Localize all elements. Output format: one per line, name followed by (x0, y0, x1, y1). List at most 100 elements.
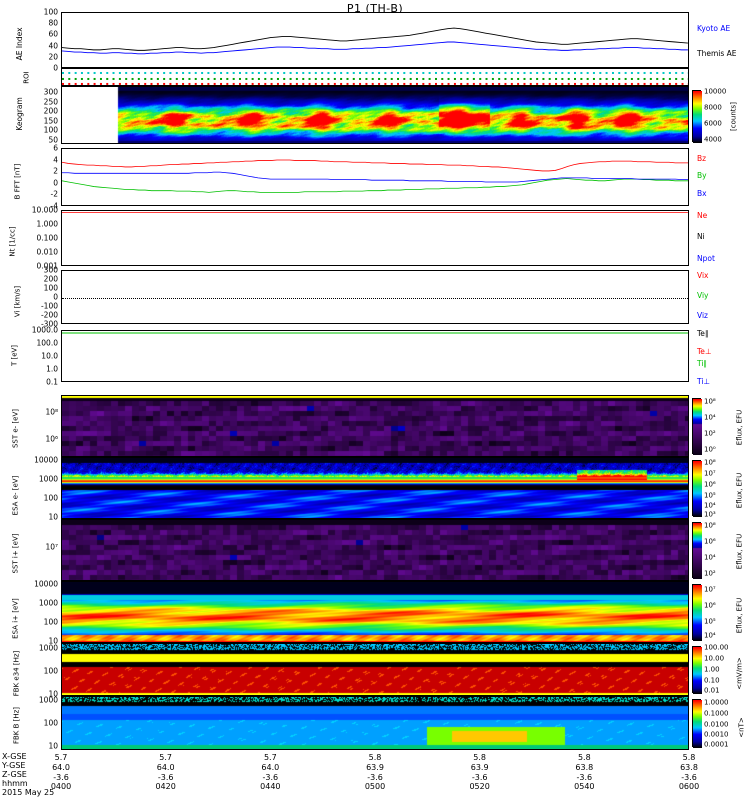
esa-i-colorbar (692, 584, 702, 641)
legend-kyoto-ae: Kyoto AE (697, 24, 731, 33)
sst-i-colorbar-unit: Eflux, EFU (735, 533, 744, 570)
nt-ticks: 10.000 1.000 0.100 0.010 0.001 (12, 206, 58, 269)
panel-esa-e[interactable] (61, 457, 689, 519)
cb-label: 10⁸ (704, 521, 716, 530)
hhmm-value: 0540 (574, 782, 595, 792)
tick: 100 (43, 7, 58, 17)
cb-label: 0.0100 (704, 720, 729, 729)
nt-plot (62, 211, 688, 213)
legend-viz: Viz (697, 311, 708, 320)
panel-t-ev[interactable] (61, 330, 689, 382)
tick: 200 (43, 106, 58, 116)
panel-vi[interactable] (61, 270, 689, 324)
x-gse-value: 5.7 (54, 753, 68, 762)
z-gse-value: -3.6 (471, 772, 488, 782)
tick: 0.001 (36, 261, 58, 271)
hhmm-value: 0400 (50, 782, 72, 792)
sst-e-colorbar (692, 398, 702, 455)
panel-sst-i[interactable] (61, 519, 689, 581)
cb-label: 10⁷ (704, 585, 716, 594)
sst-e-spectrogram (62, 396, 688, 456)
vi-zero-line (62, 298, 688, 299)
panel-keogram[interactable] (61, 86, 689, 144)
cb-label: 10⁶ (704, 601, 716, 610)
tick: 0 (53, 292, 58, 302)
y-gse-value: 63.8 (575, 762, 594, 772)
legend-ni: Ni (697, 232, 705, 241)
xaxis-column: 5.8 63.9 -3.6 0500 (351, 753, 399, 792)
tick: 0 (53, 178, 58, 188)
fbk-e34-colorbar-unit: <mV/m> (735, 657, 744, 690)
fbk-b-colorbar-unit: <nT> (737, 717, 746, 738)
y-gse-value: 64.0 (156, 762, 175, 772)
cb-label: 6000 (704, 119, 722, 128)
cb-label: 10⁴ (704, 631, 716, 640)
fbk-b-ticks: 1000 100 10 (20, 696, 58, 749)
ae-index-plot (62, 27, 688, 55)
fbk-b-spectrogram (62, 697, 688, 749)
tick: 50 (48, 135, 58, 145)
tick: 300 (43, 87, 58, 97)
esa-e-colorbar (692, 460, 702, 517)
panel-sst-e[interactable] (61, 395, 689, 457)
esa-e-colorbar-unit: Eflux, EFU (735, 472, 744, 509)
legend-ne: Ne (697, 211, 708, 220)
tick: 10.0 (41, 351, 58, 361)
legend-by: By (697, 171, 707, 180)
cb-label: 10000 (704, 87, 727, 96)
hhmm-value: 0440 (260, 782, 281, 792)
cb-label: 10⁴ (704, 553, 716, 562)
xaxis-column: 5.7 64.0 -3.6 0440 (246, 753, 294, 792)
tick: 10 (48, 689, 58, 699)
tick: 100 (43, 666, 58, 676)
panel-fbk-b[interactable] (61, 696, 689, 750)
panel-fbk-e34[interactable] (61, 643, 689, 696)
panel-esa-i[interactable] (61, 581, 689, 643)
xaxis-label-x-gse: X-GSE (2, 752, 27, 761)
panel-nt[interactable] (61, 210, 689, 266)
panel-ae-index[interactable] (61, 12, 689, 68)
panel-b-fft[interactable] (61, 148, 689, 206)
legend-ti-perp: Ti⊥ (697, 377, 710, 386)
cb-label: 100.00 (704, 643, 729, 652)
tick: 100 (43, 718, 58, 728)
xaxis-column: 5.8 63.8 -3.6 0540 (560, 753, 608, 792)
panel-roi[interactable] (61, 68, 689, 86)
tick: -2 (50, 189, 58, 199)
tick: 1000 (38, 474, 58, 484)
x-gse-value: 5.8 (368, 753, 382, 762)
tick: 1000 (38, 695, 58, 705)
xaxis-column: 5.7 64.0 -3.6 0420 (142, 753, 190, 792)
tick: 10000 (34, 579, 58, 589)
xaxis-date: 2015 May 25 (2, 788, 55, 797)
xaxis-column: 5.8 63.9 -3.6 0520 (456, 753, 504, 792)
tick: 0.100 (36, 233, 58, 243)
cb-label: 10⁷ (704, 469, 716, 478)
legend-vix: Vix (697, 271, 709, 280)
cb-label: 10⁸ (704, 458, 716, 467)
sst-e-ylabel: SST e- [eV] (11, 409, 20, 449)
legend-npot: Npot (697, 254, 715, 263)
tick: 10⁶ (45, 434, 58, 444)
hhmm-value: 0520 (469, 782, 490, 792)
b-fft-plot (62, 159, 688, 193)
legend-te-par: Te∥ (697, 329, 709, 338)
tick: 10 (48, 741, 58, 751)
t-ev-ticks: 1000.0 100.0 10.0 1.0 0.1 (12, 326, 58, 385)
tick: -100 (40, 301, 58, 311)
xaxis-label-y-gse: Y-GSE (2, 761, 26, 770)
tick: 100 (43, 617, 58, 627)
cb-label: 10⁵ (704, 491, 716, 500)
tick: 10 (48, 512, 58, 522)
x-gse-value: 5.8 (473, 753, 487, 762)
roi-ylabel: ROI (22, 71, 31, 84)
cb-label: 8000 (704, 103, 722, 112)
tick: 100 (43, 493, 58, 503)
z-gse-value: -3.6 (53, 772, 69, 782)
keogram-ticks: 300 250 200 150 100 50 (22, 88, 58, 143)
cb-label: 10⁶ (704, 537, 716, 546)
t-ev-plot (62, 332, 688, 334)
tick: 100 (43, 283, 58, 293)
page-title: P1 (TH-B) (346, 2, 404, 15)
hhmm-value: 0420 (155, 782, 176, 792)
